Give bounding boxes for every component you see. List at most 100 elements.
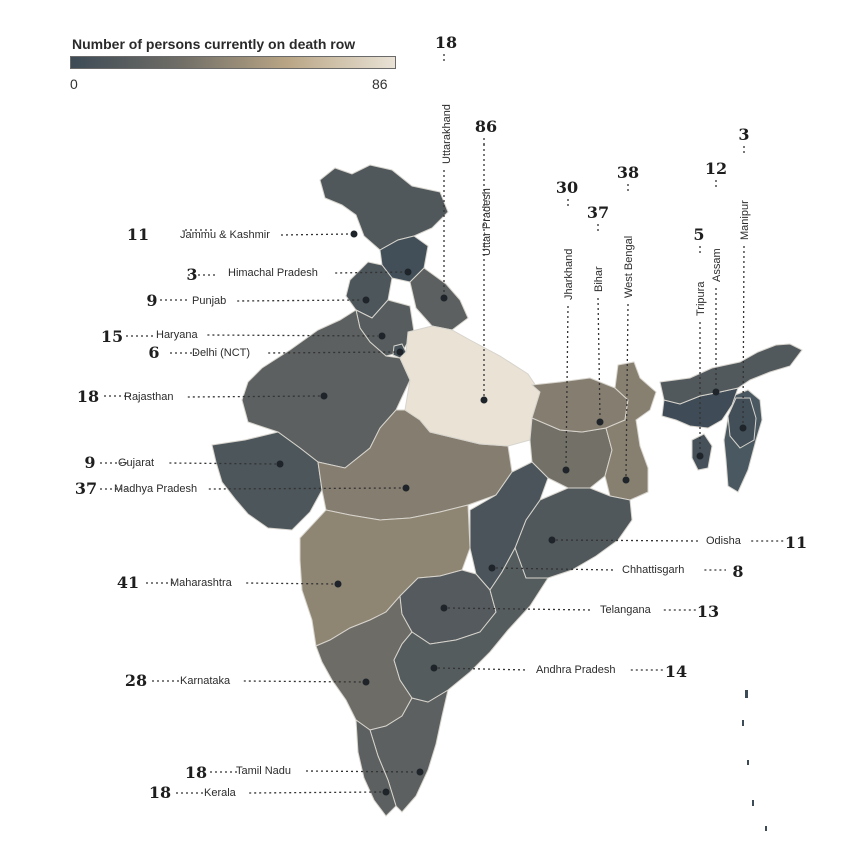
state-marker — [548, 536, 556, 544]
state-marker — [562, 466, 570, 474]
state-label-od: Odisha 11 — [548, 533, 807, 552]
state-count: 13 — [697, 602, 719, 621]
leader-line — [207, 334, 379, 337]
state-region-br — [530, 377, 629, 433]
state-name: Delhi (NCT) — [192, 347, 250, 359]
state-count: 8 — [732, 562, 743, 581]
state-marker — [440, 604, 448, 612]
state-label-tg: Telangana 13 — [440, 602, 719, 621]
state-region-mn — [727, 397, 757, 449]
state-label-hr: 15 Haryana — [101, 327, 386, 346]
state-name: Jammu & Kashmir — [180, 229, 270, 241]
state-count: 3 — [186, 265, 197, 284]
state-name: Uttar Pradesh — [481, 188, 493, 256]
state-name: Karnataka — [180, 675, 231, 687]
state-marker — [430, 664, 438, 672]
state-marker — [596, 418, 604, 426]
state-marker — [739, 424, 747, 432]
state-name: Bihar — [593, 266, 605, 292]
state-marker — [712, 388, 720, 396]
state-count: 28 — [125, 671, 147, 690]
leader-line — [268, 351, 397, 354]
state-name: Madhya Pradesh — [114, 483, 197, 495]
state-label-ka: 28 Karnataka — [125, 671, 370, 690]
state-name: Chhattisgarh — [622, 564, 684, 576]
island-shape — [752, 800, 754, 806]
state-region-as — [659, 343, 803, 405]
state-marker — [378, 332, 386, 340]
state-marker — [396, 348, 404, 356]
state-count: 12 — [705, 159, 727, 178]
leader-line — [237, 299, 363, 302]
state-marker — [402, 484, 410, 492]
state-name: Tripura — [695, 281, 707, 316]
state-name: Jharkhand — [563, 249, 575, 300]
state-region-ap — [393, 546, 549, 703]
state-marker — [696, 452, 704, 460]
state-name: Tamil Nadu — [236, 765, 291, 777]
state-marker — [350, 230, 358, 238]
state-name: Telangana — [600, 604, 652, 616]
state-label-mn: 3 Manipur — [738, 125, 751, 432]
state-name: Odisha — [706, 535, 742, 547]
state-name: Gujarat — [118, 457, 154, 469]
legend-min-label: 0 — [70, 76, 78, 92]
state-label-jk: 11 Jammu & Kashmir — [127, 225, 358, 244]
state-marker — [362, 296, 370, 304]
leader-line — [208, 487, 403, 490]
state-name: Haryana — [156, 329, 198, 341]
leader-line — [625, 303, 629, 477]
state-label-br: 37 Bihar — [587, 203, 609, 426]
state-label-uk: 18 Uttarakhand — [435, 33, 457, 302]
state-count: 14 — [665, 662, 687, 681]
state-count: 11 — [127, 225, 149, 244]
state-count: 18 — [149, 783, 171, 802]
state-count: 37 — [587, 203, 609, 222]
leader-line — [335, 271, 405, 274]
leader-line — [305, 770, 417, 773]
state-marker — [404, 268, 412, 276]
state-count: 15 — [101, 327, 123, 346]
island-shape — [745, 690, 748, 698]
state-region-gj — [211, 431, 323, 531]
leader-line — [187, 395, 321, 398]
leader-line — [555, 539, 699, 542]
state-count: 9 — [146, 291, 157, 310]
state-marker — [334, 580, 342, 588]
state-label-mh: 41 Maharashtra — [117, 573, 342, 592]
state-marker — [320, 392, 328, 400]
state-marker — [488, 564, 496, 572]
leader-line — [597, 297, 601, 419]
island-shape — [747, 760, 749, 765]
state-marker — [480, 396, 488, 404]
state-name: Kerala — [204, 787, 237, 799]
state-marker — [622, 476, 630, 484]
state-count: 86 — [475, 117, 497, 136]
leader-line — [447, 607, 593, 611]
state-count: 11 — [785, 533, 807, 552]
state-count: 5 — [693, 225, 704, 244]
state-name: Maharashtra — [170, 577, 233, 589]
state-region-up — [399, 325, 541, 447]
state-label-gj: 9 Gujarat — [84, 453, 284, 472]
state-label-tr: 5 Tripura — [693, 225, 707, 460]
state-name: Uttarakhand — [441, 104, 453, 164]
state-region-tr — [691, 433, 713, 471]
leader-line — [280, 233, 351, 236]
state-label-pb: 9 Punjab — [146, 291, 370, 310]
state-marker — [362, 678, 370, 686]
state-marker — [440, 294, 448, 302]
legend-color-scale — [70, 56, 396, 69]
state-label-kl: 18 Kerala — [149, 783, 390, 802]
state-label-ap: Andhra Pradesh 14 — [430, 662, 687, 681]
state-name: West Bengal — [623, 236, 635, 298]
state-annotations: 11 Jammu & Kashmir 3 Himachal Pradesh 9 Punja… — [75, 33, 807, 802]
state-region-uk — [409, 267, 469, 331]
leader-line — [565, 305, 569, 467]
state-marker — [382, 788, 390, 796]
state-name: Himachal Pradesh — [228, 267, 318, 279]
legend-title: Number of persons currently on death row — [72, 36, 356, 52]
state-label-as: 12 Assam — [705, 159, 727, 396]
state-region-jk — [319, 164, 449, 251]
state-name: Andhra Pradesh — [536, 664, 616, 676]
